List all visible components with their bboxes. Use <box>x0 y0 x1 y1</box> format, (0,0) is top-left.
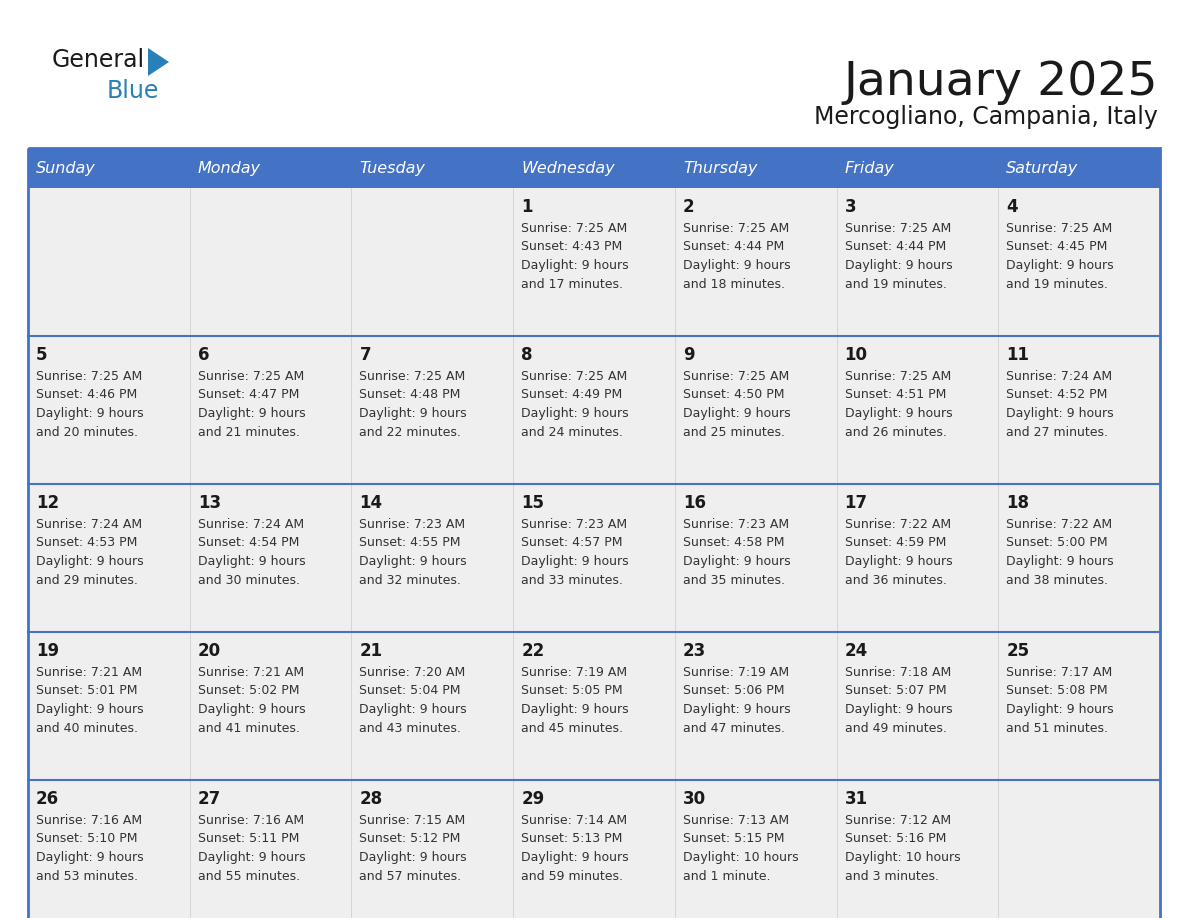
Bar <box>29 336 1159 484</box>
Text: 16: 16 <box>683 494 706 512</box>
Text: Sunrise: 7:23 AM
Sunset: 4:55 PM
Daylight: 9 hours
and 32 minutes.: Sunrise: 7:23 AM Sunset: 4:55 PM Dayligh… <box>360 518 467 587</box>
Text: Wednesday: Wednesday <box>522 161 614 175</box>
Text: 26: 26 <box>36 790 59 808</box>
Text: 11: 11 <box>1006 346 1029 364</box>
Text: 12: 12 <box>36 494 59 512</box>
Text: 7: 7 <box>360 346 371 364</box>
Text: Sunrise: 7:18 AM
Sunset: 5:07 PM
Daylight: 9 hours
and 49 minutes.: Sunrise: 7:18 AM Sunset: 5:07 PM Dayligh… <box>845 666 953 734</box>
Polygon shape <box>148 48 169 76</box>
Text: Blue: Blue <box>107 79 159 103</box>
Text: Thursday: Thursday <box>683 161 757 175</box>
Text: Sunrise: 7:24 AM
Sunset: 4:53 PM
Daylight: 9 hours
and 29 minutes.: Sunrise: 7:24 AM Sunset: 4:53 PM Dayligh… <box>36 518 144 587</box>
Text: Sunrise: 7:20 AM
Sunset: 5:04 PM
Daylight: 9 hours
and 43 minutes.: Sunrise: 7:20 AM Sunset: 5:04 PM Dayligh… <box>360 666 467 734</box>
Text: Sunrise: 7:25 AM
Sunset: 4:45 PM
Daylight: 9 hours
and 19 minutes.: Sunrise: 7:25 AM Sunset: 4:45 PM Dayligh… <box>1006 222 1114 290</box>
Bar <box>29 632 1159 780</box>
Text: Sunrise: 7:25 AM
Sunset: 4:50 PM
Daylight: 9 hours
and 25 minutes.: Sunrise: 7:25 AM Sunset: 4:50 PM Dayligh… <box>683 370 790 439</box>
Bar <box>29 484 1159 632</box>
Text: Sunrise: 7:19 AM
Sunset: 5:06 PM
Daylight: 9 hours
and 47 minutes.: Sunrise: 7:19 AM Sunset: 5:06 PM Dayligh… <box>683 666 790 734</box>
Text: Sunrise: 7:25 AM
Sunset: 4:47 PM
Daylight: 9 hours
and 21 minutes.: Sunrise: 7:25 AM Sunset: 4:47 PM Dayligh… <box>197 370 305 439</box>
Text: 10: 10 <box>845 346 867 364</box>
Text: 3: 3 <box>845 198 857 216</box>
Text: 25: 25 <box>1006 642 1030 660</box>
Text: 4: 4 <box>1006 198 1018 216</box>
Text: Tuesday: Tuesday <box>360 161 425 175</box>
Text: Friday: Friday <box>845 161 895 175</box>
Text: Sunrise: 7:16 AM
Sunset: 5:10 PM
Daylight: 9 hours
and 53 minutes.: Sunrise: 7:16 AM Sunset: 5:10 PM Dayligh… <box>36 814 144 882</box>
Text: Sunrise: 7:24 AM
Sunset: 4:52 PM
Daylight: 9 hours
and 27 minutes.: Sunrise: 7:24 AM Sunset: 4:52 PM Dayligh… <box>1006 370 1114 439</box>
Bar <box>29 148 1159 918</box>
Text: Saturday: Saturday <box>1006 161 1079 175</box>
Text: Sunrise: 7:13 AM
Sunset: 5:15 PM
Daylight: 10 hours
and 1 minute.: Sunrise: 7:13 AM Sunset: 5:15 PM Dayligh… <box>683 814 798 882</box>
Text: Mercogliano, Campania, Italy: Mercogliano, Campania, Italy <box>814 105 1158 129</box>
Text: 23: 23 <box>683 642 706 660</box>
Text: Sunrise: 7:16 AM
Sunset: 5:11 PM
Daylight: 9 hours
and 55 minutes.: Sunrise: 7:16 AM Sunset: 5:11 PM Dayligh… <box>197 814 305 882</box>
Text: 24: 24 <box>845 642 867 660</box>
Text: 5: 5 <box>36 346 48 364</box>
Text: 17: 17 <box>845 494 867 512</box>
Text: Monday: Monday <box>197 161 260 175</box>
Text: Sunrise: 7:25 AM
Sunset: 4:49 PM
Daylight: 9 hours
and 24 minutes.: Sunrise: 7:25 AM Sunset: 4:49 PM Dayligh… <box>522 370 628 439</box>
Text: Sunrise: 7:19 AM
Sunset: 5:05 PM
Daylight: 9 hours
and 45 minutes.: Sunrise: 7:19 AM Sunset: 5:05 PM Dayligh… <box>522 666 628 734</box>
Text: Sunrise: 7:21 AM
Sunset: 5:01 PM
Daylight: 9 hours
and 40 minutes.: Sunrise: 7:21 AM Sunset: 5:01 PM Dayligh… <box>36 666 144 734</box>
Text: 20: 20 <box>197 642 221 660</box>
Text: Sunrise: 7:25 AM
Sunset: 4:48 PM
Daylight: 9 hours
and 22 minutes.: Sunrise: 7:25 AM Sunset: 4:48 PM Dayligh… <box>360 370 467 439</box>
Bar <box>29 780 1159 918</box>
Text: 19: 19 <box>36 642 59 660</box>
Text: 1: 1 <box>522 198 532 216</box>
Text: 29: 29 <box>522 790 544 808</box>
Bar <box>29 188 1159 336</box>
Text: Sunrise: 7:25 AM
Sunset: 4:44 PM
Daylight: 9 hours
and 18 minutes.: Sunrise: 7:25 AM Sunset: 4:44 PM Dayligh… <box>683 222 790 290</box>
Text: 30: 30 <box>683 790 706 808</box>
Text: Sunrise: 7:23 AM
Sunset: 4:57 PM
Daylight: 9 hours
and 33 minutes.: Sunrise: 7:23 AM Sunset: 4:57 PM Dayligh… <box>522 518 628 587</box>
Text: Sunrise: 7:22 AM
Sunset: 5:00 PM
Daylight: 9 hours
and 38 minutes.: Sunrise: 7:22 AM Sunset: 5:00 PM Dayligh… <box>1006 518 1114 587</box>
Text: 6: 6 <box>197 346 209 364</box>
Text: 2: 2 <box>683 198 695 216</box>
Text: Sunrise: 7:25 AM
Sunset: 4:44 PM
Daylight: 9 hours
and 19 minutes.: Sunrise: 7:25 AM Sunset: 4:44 PM Dayligh… <box>845 222 953 290</box>
Text: Sunrise: 7:25 AM
Sunset: 4:46 PM
Daylight: 9 hours
and 20 minutes.: Sunrise: 7:25 AM Sunset: 4:46 PM Dayligh… <box>36 370 144 439</box>
Text: Sunrise: 7:21 AM
Sunset: 5:02 PM
Daylight: 9 hours
and 41 minutes.: Sunrise: 7:21 AM Sunset: 5:02 PM Dayligh… <box>197 666 305 734</box>
Text: Sunrise: 7:23 AM
Sunset: 4:58 PM
Daylight: 9 hours
and 35 minutes.: Sunrise: 7:23 AM Sunset: 4:58 PM Dayligh… <box>683 518 790 587</box>
Text: 14: 14 <box>360 494 383 512</box>
Text: 13: 13 <box>197 494 221 512</box>
Text: January 2025: January 2025 <box>843 60 1158 105</box>
Text: Sunrise: 7:25 AM
Sunset: 4:51 PM
Daylight: 9 hours
and 26 minutes.: Sunrise: 7:25 AM Sunset: 4:51 PM Dayligh… <box>845 370 953 439</box>
Text: General: General <box>52 48 145 72</box>
Text: Sunrise: 7:25 AM
Sunset: 4:43 PM
Daylight: 9 hours
and 17 minutes.: Sunrise: 7:25 AM Sunset: 4:43 PM Dayligh… <box>522 222 628 290</box>
Text: 31: 31 <box>845 790 867 808</box>
Bar <box>29 148 1159 188</box>
Text: Sunrise: 7:22 AM
Sunset: 4:59 PM
Daylight: 9 hours
and 36 minutes.: Sunrise: 7:22 AM Sunset: 4:59 PM Dayligh… <box>845 518 953 587</box>
Text: 27: 27 <box>197 790 221 808</box>
Text: 22: 22 <box>522 642 544 660</box>
Text: Sunrise: 7:12 AM
Sunset: 5:16 PM
Daylight: 10 hours
and 3 minutes.: Sunrise: 7:12 AM Sunset: 5:16 PM Dayligh… <box>845 814 960 882</box>
Text: Sunrise: 7:24 AM
Sunset: 4:54 PM
Daylight: 9 hours
and 30 minutes.: Sunrise: 7:24 AM Sunset: 4:54 PM Dayligh… <box>197 518 305 587</box>
Text: 15: 15 <box>522 494 544 512</box>
Text: 21: 21 <box>360 642 383 660</box>
Text: Sunday: Sunday <box>36 161 96 175</box>
Text: 8: 8 <box>522 346 532 364</box>
Text: Sunrise: 7:14 AM
Sunset: 5:13 PM
Daylight: 9 hours
and 59 minutes.: Sunrise: 7:14 AM Sunset: 5:13 PM Dayligh… <box>522 814 628 882</box>
Text: 18: 18 <box>1006 494 1029 512</box>
Text: 28: 28 <box>360 790 383 808</box>
Text: Sunrise: 7:17 AM
Sunset: 5:08 PM
Daylight: 9 hours
and 51 minutes.: Sunrise: 7:17 AM Sunset: 5:08 PM Dayligh… <box>1006 666 1114 734</box>
Text: Sunrise: 7:15 AM
Sunset: 5:12 PM
Daylight: 9 hours
and 57 minutes.: Sunrise: 7:15 AM Sunset: 5:12 PM Dayligh… <box>360 814 467 882</box>
Text: 9: 9 <box>683 346 695 364</box>
